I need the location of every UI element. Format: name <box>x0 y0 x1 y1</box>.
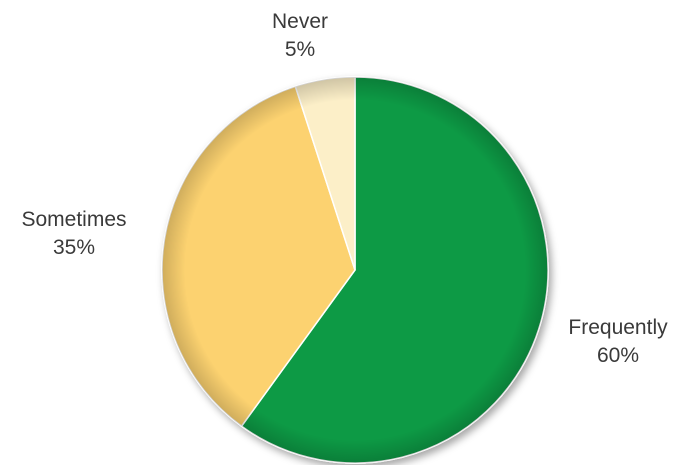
slice-value-frequently: 60% <box>597 344 639 367</box>
slice-label-never: Never <box>272 10 328 33</box>
slice-label-frequently: Frequently <box>568 316 668 339</box>
slice-value-never: 5% <box>285 38 315 61</box>
pie-labels: Frequently 60% Sometimes 35% Never 5% <box>21 10 668 367</box>
slice-label-sometimes: Sometimes <box>21 208 126 231</box>
slice-value-sometimes: 35% <box>53 236 95 259</box>
pie-slices <box>161 76 549 464</box>
